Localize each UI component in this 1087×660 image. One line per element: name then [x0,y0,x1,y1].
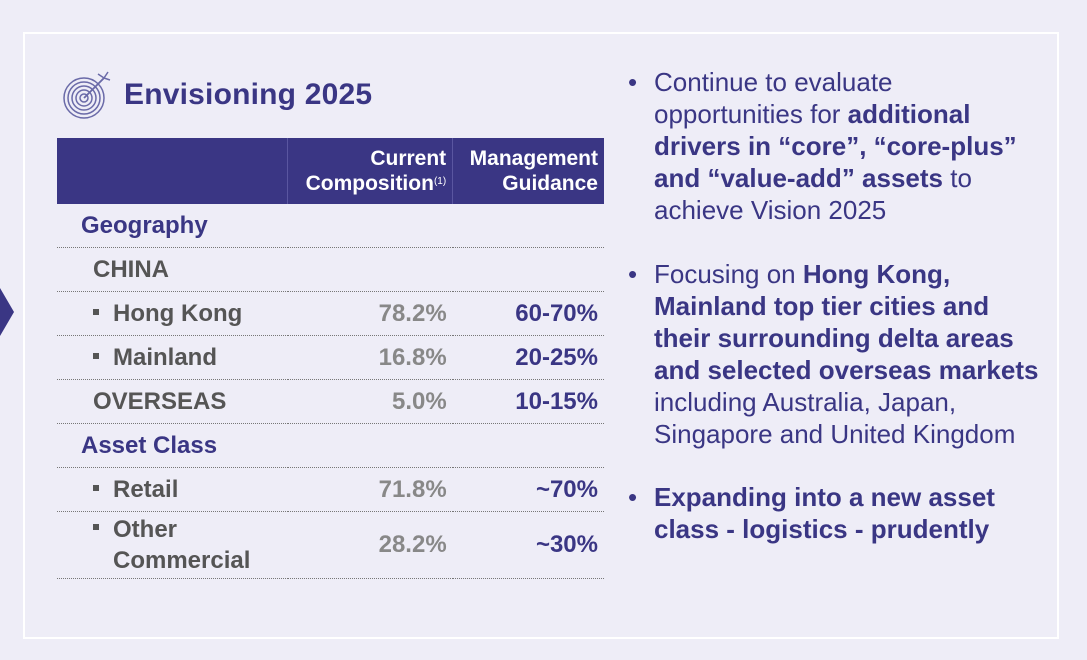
table-row: Asset Class [57,423,604,468]
current-value: 71.8% [287,467,453,512]
current-value: 16.8% [287,335,453,380]
table-header-row: Current Composition(1) Management Guidan… [57,138,604,204]
table-row: OVERSEAS 5.0% 10-15% [57,379,604,424]
row-label: Other Commercial [57,511,288,579]
bullet-item: Continue to evaluate opportunities for a… [628,66,1048,226]
table-row: Mainland 16.8% 20-25% [57,335,604,380]
table-row: Geography [57,204,604,248]
region-label: OVERSEAS [57,379,288,424]
region-label: CHINA [57,247,288,292]
footnote-marker: (1) [433,176,447,187]
table-row: Hong Kong 78.2% 60-70% [57,291,604,336]
guidance-value: ~30% [452,511,604,579]
table-row: Other Commercial 28.2% ~30% [57,511,604,579]
square-bullet-icon [93,309,99,316]
square-bullet-icon [93,524,99,530]
header-blank-cell [57,138,288,204]
header-management-guidance: Management Guidance [452,138,604,204]
square-bullet-icon [93,353,99,360]
guidance-value: 20-25% [452,335,604,380]
category-label: Geography [57,204,288,248]
section-header: Envisioning 2025 [60,68,372,122]
row-label: Hong Kong [57,291,288,336]
guidance-value: 10-15% [452,379,604,424]
previous-arrow-icon [0,288,14,336]
current-value: 78.2% [287,291,453,336]
strategy-bullets: Continue to evaluate opportunities for a… [628,66,1048,545]
target-icon [63,71,111,119]
current-value: 5.0% [287,379,453,424]
guidance-value: 60-70% [452,291,604,336]
header-current-composition: Current Composition(1) [286,138,454,204]
table-row: CHINA [57,247,604,292]
page-title: Envisioning 2025 [124,78,373,111]
category-label: Asset Class [57,423,288,468]
bullet-item: Focusing on Hong Kong, Mainland top tier… [628,258,1048,450]
current-value: 28.2% [287,511,453,579]
bullet-item: Expanding into a new asset class - logis… [628,481,1048,545]
square-bullet-icon [93,485,99,492]
guidance-value: ~70% [452,467,604,512]
table-row: Retail 71.8% ~70% [57,467,604,512]
row-label: Retail [57,467,288,512]
row-label: Mainland [57,335,288,380]
composition-table: Current Composition(1) Management Guidan… [57,138,604,579]
